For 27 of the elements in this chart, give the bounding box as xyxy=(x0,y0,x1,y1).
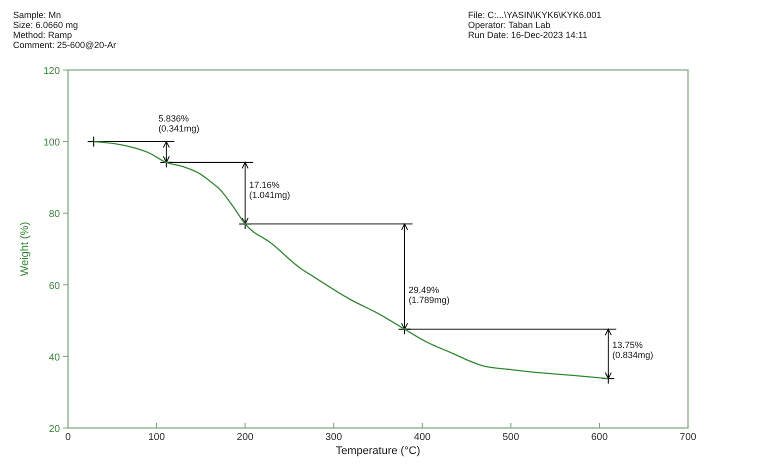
x-tick-label: 100 xyxy=(148,432,166,443)
x-tick-label: 400 xyxy=(414,432,432,443)
text: Operator: Taban Lab xyxy=(468,20,550,30)
text: Method: Ramp xyxy=(13,30,72,40)
x-tick-label: 600 xyxy=(591,432,608,443)
x-axis-title: Temperature (°C) xyxy=(336,445,420,457)
annotation: 17.16% (1.041mg) xyxy=(249,180,290,200)
x-tick-label: 300 xyxy=(325,432,342,443)
y-tick-label: 80 xyxy=(48,209,60,220)
text: Sample: Mn xyxy=(13,10,62,20)
text: Comment: 25-600@20-Ar xyxy=(13,40,116,50)
y-tick-label: 40 xyxy=(48,352,60,364)
y-tick-label: 20 xyxy=(48,424,60,435)
text: File: C:...\YASIN\KYK6\KYK6.001 xyxy=(468,10,602,20)
text: Run Date: 16-Dec-2023 14:11 xyxy=(468,30,588,40)
y-tick-label: 60 xyxy=(48,280,60,292)
y-axis-title: Weight (%) xyxy=(19,222,31,276)
annotation: 13.75% (0.834mg) xyxy=(612,340,654,360)
text: Size: 6.0660 mg xyxy=(13,20,78,30)
annotation: 29.49% (1.789mg) xyxy=(408,285,450,306)
x-tick-label: 0 xyxy=(65,432,72,443)
x-tick-label: 700 xyxy=(680,432,697,443)
x-tick-label: 500 xyxy=(502,432,520,443)
y-tick-label: 120 xyxy=(43,66,60,77)
annotation: 5.836% (0.341mg) xyxy=(158,114,200,134)
x-tick-label: 200 xyxy=(236,432,254,443)
y-tick-label: 100 xyxy=(43,138,60,149)
